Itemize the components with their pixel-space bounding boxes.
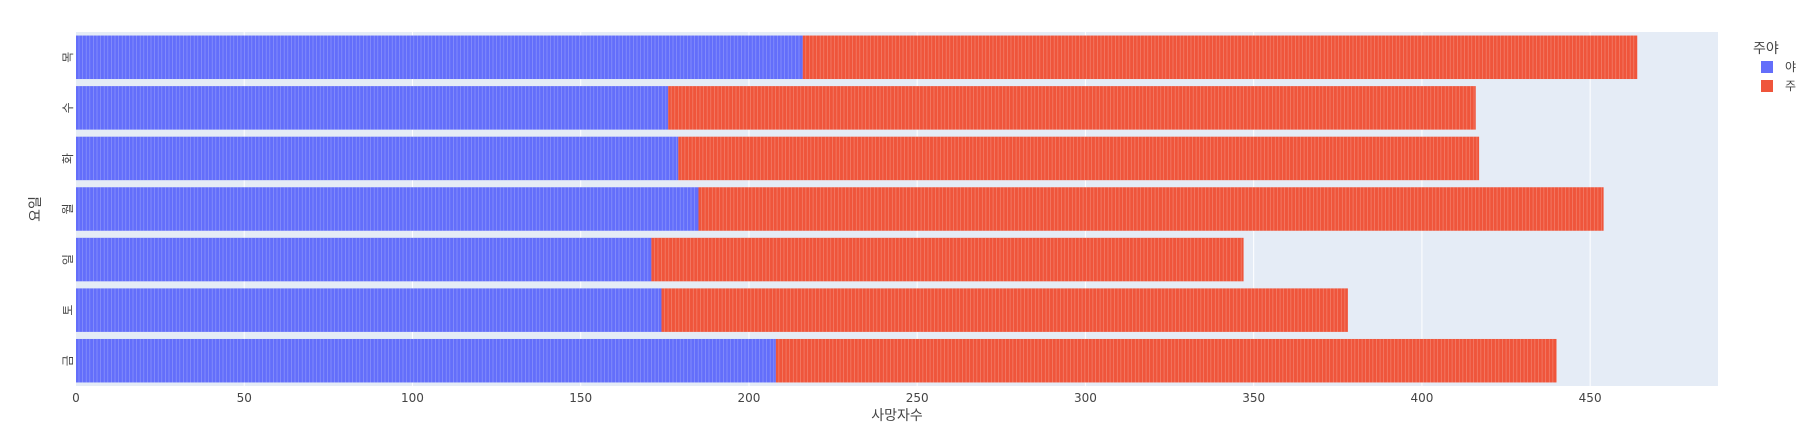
x-tick-label: 0 xyxy=(72,391,80,405)
y-tick-label: 월 xyxy=(61,203,75,214)
x-tick-label: 250 xyxy=(906,391,929,405)
bar xyxy=(76,86,669,130)
bar xyxy=(775,338,1557,383)
bar-야-토 xyxy=(76,288,662,332)
y-axis-title: 요일 xyxy=(28,196,44,222)
x-tick-label: 300 xyxy=(1074,391,1097,405)
bar xyxy=(76,338,776,383)
bar-주-화 xyxy=(678,136,1480,181)
bar xyxy=(76,237,652,282)
bar-야-금 xyxy=(76,338,776,383)
legend-swatch xyxy=(1761,80,1773,92)
y-tick-label: 화 xyxy=(61,153,75,164)
bar-야-일 xyxy=(76,237,652,282)
bar-주-목 xyxy=(802,35,1638,80)
bar-주-일 xyxy=(651,237,1244,282)
bar xyxy=(76,136,679,181)
bar xyxy=(76,35,803,80)
legend-label[interactable]: 야 xyxy=(1785,60,1796,74)
bar-야-목 xyxy=(76,35,803,80)
bar xyxy=(76,288,662,332)
y-tick-label: 금 xyxy=(61,355,75,366)
bar xyxy=(668,86,1476,130)
legend: 주야 야주 xyxy=(1753,41,1796,93)
bar xyxy=(661,288,1348,332)
bar xyxy=(802,35,1638,80)
y-tick-label: 목 xyxy=(61,52,75,63)
x-axis-title: 사망자수 xyxy=(871,408,923,424)
y-tick-label: 일 xyxy=(61,254,75,265)
y-tick-label: 토 xyxy=(61,305,75,316)
bar xyxy=(678,136,1480,181)
x-tick-label: 350 xyxy=(1242,391,1265,405)
bar-야-화 xyxy=(76,136,679,181)
bar xyxy=(698,187,1604,231)
bar-야-수 xyxy=(76,86,669,130)
bar xyxy=(651,237,1244,282)
legend-title: 주야 xyxy=(1753,41,1779,57)
x-tick-label: 150 xyxy=(569,391,592,405)
bar-주-월 xyxy=(698,187,1604,231)
x-tick-label: 400 xyxy=(1410,391,1433,405)
bars xyxy=(76,35,1638,383)
bar-주-토 xyxy=(661,288,1348,332)
legend-label[interactable]: 주 xyxy=(1785,79,1796,93)
legend-swatch xyxy=(1761,61,1773,73)
x-tick-label: 450 xyxy=(1579,391,1602,405)
bar-야-월 xyxy=(76,187,699,231)
x-tick-labels: 0 50 100 150 200 250 300 350 400 450 xyxy=(72,391,1601,405)
x-tick-label: 200 xyxy=(737,391,760,405)
bar-주-금 xyxy=(775,338,1557,383)
y-tick-label: 수 xyxy=(61,102,75,113)
bar xyxy=(76,187,699,231)
x-tick-label: 50 xyxy=(237,391,252,405)
bar-주-수 xyxy=(668,86,1476,130)
x-tick-label: 100 xyxy=(401,391,424,405)
